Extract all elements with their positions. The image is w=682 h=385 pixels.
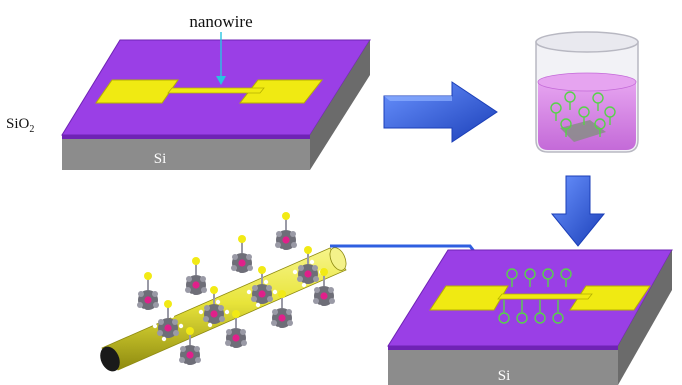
arrow-right-icon — [383, 81, 498, 143]
nanowire-end-cap — [100, 346, 120, 372]
bare-nanowire-device: nanowire SiO2 Si — [6, 12, 371, 170]
si-substrate-front-2 — [388, 346, 618, 385]
nanowire-label: nanowire — [189, 12, 252, 31]
functionalized-nanowire-model — [100, 211, 347, 372]
beaker-icon — [535, 31, 639, 153]
si-label-right: Si — [498, 368, 511, 384]
bound-probes-bottom — [498, 300, 564, 324]
arrow-down-icon — [550, 175, 606, 247]
sio2-label: SiO2 — [6, 116, 34, 135]
sio2-edge-strip — [62, 135, 310, 139]
si-label-left: Si — [154, 151, 167, 167]
right-electrode — [238, 79, 324, 104]
nanowire-channel-2 — [497, 293, 593, 300]
right-electrode-2 — [569, 285, 651, 311]
nanowire-pointer-head — [216, 76, 226, 85]
si-substrate-front — [62, 135, 310, 170]
si-substrate-side — [310, 40, 370, 170]
si-substrate-side-2 — [618, 250, 672, 385]
left-electrode-2 — [429, 285, 509, 311]
left-electrode — [95, 79, 179, 104]
nanowire-channel — [167, 87, 265, 94]
functionalized-device: Si — [387, 249, 673, 385]
